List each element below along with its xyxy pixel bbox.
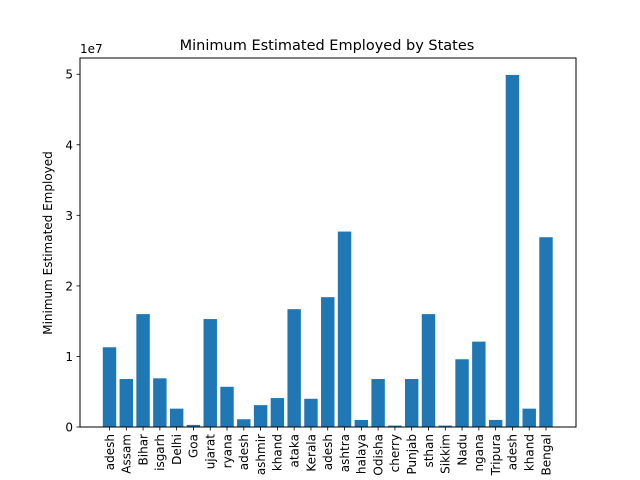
bar — [102, 347, 117, 427]
bar — [337, 231, 352, 427]
bar — [455, 359, 469, 427]
bar — [438, 425, 452, 427]
y-tick-label: 0 — [65, 421, 73, 435]
y-axis-label: Minimum Estimated Employed — [41, 151, 55, 335]
x-tick-label: Odisha — [371, 434, 385, 476]
bar — [119, 379, 134, 427]
bar — [220, 386, 234, 427]
bar — [354, 419, 369, 427]
bar — [488, 419, 503, 427]
x-tick-label: Delhi — [170, 434, 184, 465]
bar — [136, 314, 150, 427]
y-axis: 0 1 2 3 4 5 — [65, 68, 80, 435]
x-tick-label: sthan — [422, 434, 436, 468]
x-tick-label: ryana — [220, 434, 234, 468]
x-tick-label: ashmir — [254, 434, 268, 475]
x-tick-label: Tripura — [489, 434, 503, 476]
y-offset-text: 1e7 — [80, 42, 103, 56]
x-axis: adesh Assam Bihar isgarh Delhi Goa ujarat ryana… — [103, 427, 553, 476]
bar — [304, 398, 318, 427]
bars-group — [102, 74, 553, 427]
x-tick-label: Kerala — [304, 434, 318, 472]
y-tick-label: 5 — [65, 68, 73, 82]
bar — [287, 309, 301, 427]
bar — [388, 425, 402, 427]
x-tick-label: Punjab — [405, 434, 419, 475]
chart-title: Minimum Estimated Employed by States — [180, 38, 475, 54]
bar — [421, 314, 436, 427]
bar — [505, 74, 520, 427]
x-tick-label: khand — [271, 434, 285, 471]
bar — [321, 297, 335, 427]
x-tick-label: Assam — [120, 434, 134, 474]
bar — [203, 319, 217, 427]
x-tick-label: ngana — [472, 434, 486, 472]
x-tick-label: ujarat — [204, 434, 218, 470]
x-tick-label: ataka — [287, 434, 301, 468]
x-tick-label: khand — [523, 434, 537, 471]
x-tick-label: Goa — [187, 434, 201, 458]
bar — [522, 408, 536, 427]
x-tick-label: Bengal — [539, 434, 553, 476]
x-tick-label: adesh — [321, 434, 335, 470]
x-tick-label: cherry — [388, 434, 402, 472]
y-tick-label: 4 — [65, 138, 73, 152]
x-tick-label: halaya — [355, 434, 369, 474]
bar — [253, 405, 268, 427]
x-tick-label: adesh — [103, 434, 117, 470]
x-tick-label: adesh — [237, 434, 251, 470]
x-tick-label: Sikkim — [439, 434, 453, 474]
x-tick-label: Bihar — [136, 434, 150, 466]
bar — [371, 379, 385, 427]
bar — [186, 424, 201, 427]
bar — [539, 237, 553, 427]
bar — [270, 398, 285, 427]
y-tick-label: 3 — [65, 209, 73, 223]
y-tick-label: 2 — [65, 279, 73, 293]
x-tick-label: adesh — [506, 434, 520, 470]
y-tick-label: 1 — [65, 350, 73, 364]
bar — [153, 378, 167, 427]
bar — [404, 379, 419, 427]
x-tick-label: Nadu — [455, 434, 469, 466]
bar — [169, 408, 184, 427]
bar — [472, 341, 486, 427]
x-tick-label: isgarh — [153, 434, 167, 471]
x-tick-label: ashtra — [338, 434, 352, 472]
bar — [237, 419, 251, 427]
